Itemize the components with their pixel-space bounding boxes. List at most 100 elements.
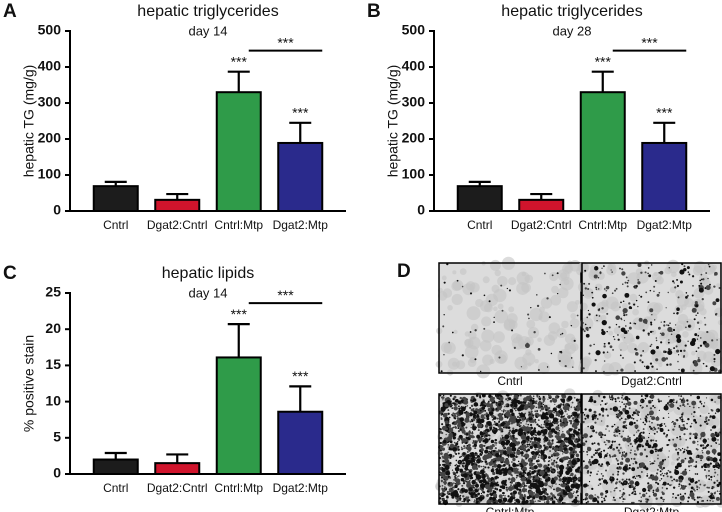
x-tick-label: Dgat2:Mtp xyxy=(273,481,329,495)
stain-dot xyxy=(675,479,679,482)
stain-dot xyxy=(687,465,691,468)
stain-dot xyxy=(453,490,459,495)
stain-dot xyxy=(640,470,643,473)
texture xyxy=(651,329,657,335)
stain-dot xyxy=(677,354,680,356)
stain-dot xyxy=(668,267,671,269)
stain-dot xyxy=(510,449,513,452)
stain-dot xyxy=(510,484,512,486)
stain-dot xyxy=(497,401,500,404)
texture xyxy=(622,332,634,344)
stain-dot xyxy=(616,478,619,481)
stain-dot xyxy=(617,409,620,412)
stain-dot xyxy=(628,407,631,410)
stain-dot xyxy=(620,417,623,420)
stain-dot xyxy=(527,475,532,479)
stain-dot xyxy=(465,446,468,449)
stain-dot xyxy=(539,414,542,417)
stain-dot xyxy=(553,488,555,491)
stain-dot xyxy=(542,476,544,478)
stain-dot xyxy=(472,440,475,442)
stain-dot xyxy=(557,471,560,474)
stain-dot xyxy=(703,402,706,404)
stain-dot xyxy=(631,414,634,416)
stain-dot xyxy=(442,463,445,466)
stain-dot xyxy=(714,468,716,471)
stain-dot xyxy=(570,454,575,459)
texture xyxy=(459,268,467,275)
stain-dot xyxy=(659,466,661,469)
stain-dot xyxy=(547,446,550,448)
stain-dot xyxy=(682,404,684,406)
stain-dot xyxy=(700,436,702,438)
stain-dot xyxy=(659,479,661,482)
bar xyxy=(154,198,201,212)
stain-dot xyxy=(633,303,636,306)
stain-dot xyxy=(514,498,517,502)
stain-dot xyxy=(496,403,499,406)
stain-dot xyxy=(626,282,629,284)
stain-dot xyxy=(695,455,699,458)
stain-dot xyxy=(651,399,654,402)
stain-dot xyxy=(687,271,690,273)
stain-dot xyxy=(505,411,511,417)
stain-dot xyxy=(440,417,443,421)
stain-dot xyxy=(688,325,691,328)
stain-dot xyxy=(668,348,671,351)
stain-dot xyxy=(610,481,613,484)
stain-dot xyxy=(515,476,518,479)
stain-dot xyxy=(637,474,640,477)
stain-dot xyxy=(564,491,568,496)
stain-dot xyxy=(628,326,632,330)
stain-dot xyxy=(704,317,706,319)
stain-dot xyxy=(602,351,605,354)
texture xyxy=(453,329,458,335)
stain-dot xyxy=(698,287,704,293)
stain-dot xyxy=(718,490,720,492)
stain-dot xyxy=(633,490,635,492)
stain-dot xyxy=(693,318,696,321)
stain-dot xyxy=(652,429,654,431)
stain-dot xyxy=(635,351,638,354)
stain-dot xyxy=(663,498,665,501)
stain-dot xyxy=(645,291,648,294)
texture xyxy=(538,306,545,313)
stain-dot xyxy=(571,434,574,437)
stain-dot xyxy=(470,451,475,456)
stain-dot xyxy=(523,405,529,411)
stain-dot xyxy=(616,459,619,462)
stain-dot xyxy=(648,495,651,498)
stain-dot xyxy=(567,415,570,419)
stain-dot xyxy=(601,399,604,402)
stain-dot xyxy=(649,449,654,454)
stain-dot xyxy=(678,483,681,486)
stain-dot xyxy=(458,461,461,463)
stain-dot xyxy=(444,403,449,407)
stain-dot xyxy=(520,471,522,474)
stain-dot xyxy=(472,425,475,427)
stain-dot xyxy=(702,278,705,281)
stain-dot xyxy=(485,462,489,466)
stain-dot xyxy=(487,453,493,459)
stain-dot xyxy=(636,448,640,451)
stain-dot xyxy=(641,444,643,446)
stain-dot xyxy=(475,467,479,470)
stain-dot xyxy=(696,321,700,324)
stain-dot xyxy=(483,402,486,405)
stain-dot xyxy=(669,402,675,408)
stain-dot xyxy=(468,431,471,434)
texture xyxy=(493,331,505,343)
texture xyxy=(526,319,536,329)
stain-dot xyxy=(661,332,665,337)
texture xyxy=(593,313,602,323)
stain-dot xyxy=(453,441,456,444)
stain-dot xyxy=(593,453,596,456)
stain-dot xyxy=(691,400,697,406)
stain-dot xyxy=(707,486,710,489)
stain-dot xyxy=(439,430,442,434)
bar xyxy=(518,198,565,212)
stain-dot xyxy=(507,399,509,402)
stain-dot xyxy=(490,499,493,502)
stain-dot xyxy=(628,302,631,305)
texture xyxy=(561,320,569,329)
